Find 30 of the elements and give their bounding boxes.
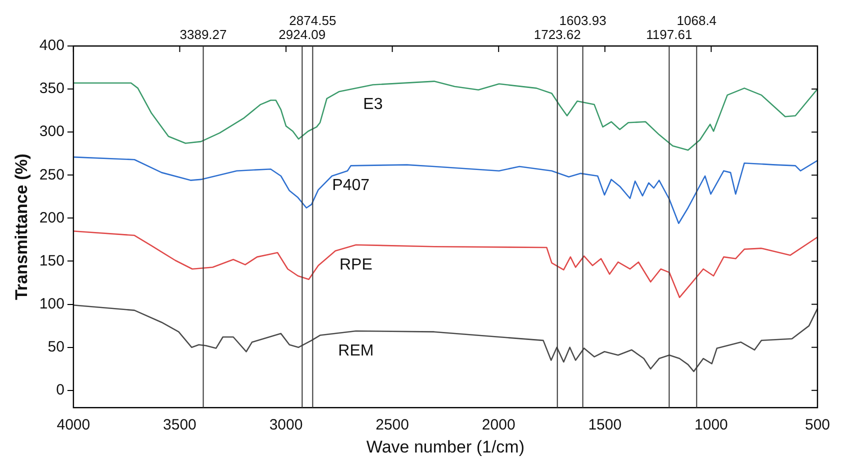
x-tick-label: 500 <box>804 416 830 434</box>
series-label: REM <box>338 342 374 360</box>
ref-line-label: 2874.55 <box>289 13 336 28</box>
x-tick-label: 2000 <box>482 416 516 434</box>
y-tick-label: 350 <box>39 80 64 98</box>
x-tick-label: 2500 <box>376 416 409 434</box>
ref-line-label: 1723.62 <box>534 27 581 42</box>
ref-line-label: 3389.27 <box>180 27 227 42</box>
series-label: RPE <box>340 256 372 274</box>
y-tick-label: 0 <box>56 382 64 399</box>
y-tick-label: 400 <box>39 37 64 54</box>
ref-line-label: 2924.09 <box>278 27 326 42</box>
y-axis-title: Transmittance (%) <box>12 154 31 300</box>
y-tick-label: 100 <box>39 295 64 312</box>
y-tick-label: 150 <box>39 252 64 270</box>
ref-line-label: 1603.93 <box>559 13 606 28</box>
x-tick-label: 3000 <box>269 416 303 434</box>
x-axis-title: Wave number (1/cm) <box>366 437 524 456</box>
ref-line-label: 1068.4 <box>676 13 717 28</box>
ref-line-label: 1197.61 <box>646 27 692 42</box>
x-tick-label: 4000 <box>56 416 90 434</box>
series-label: E3 <box>363 96 383 114</box>
series-label: P407 <box>332 177 370 194</box>
y-tick-label: 200 <box>39 209 64 226</box>
x-tick-label: 1000 <box>694 416 728 434</box>
y-tick-label: 250 <box>39 166 64 184</box>
x-tick-label: 3500 <box>163 416 196 434</box>
x-tick-label: 1500 <box>588 416 622 434</box>
y-tick-label: 300 <box>39 123 64 140</box>
y-tick-label: 50 <box>48 338 64 356</box>
